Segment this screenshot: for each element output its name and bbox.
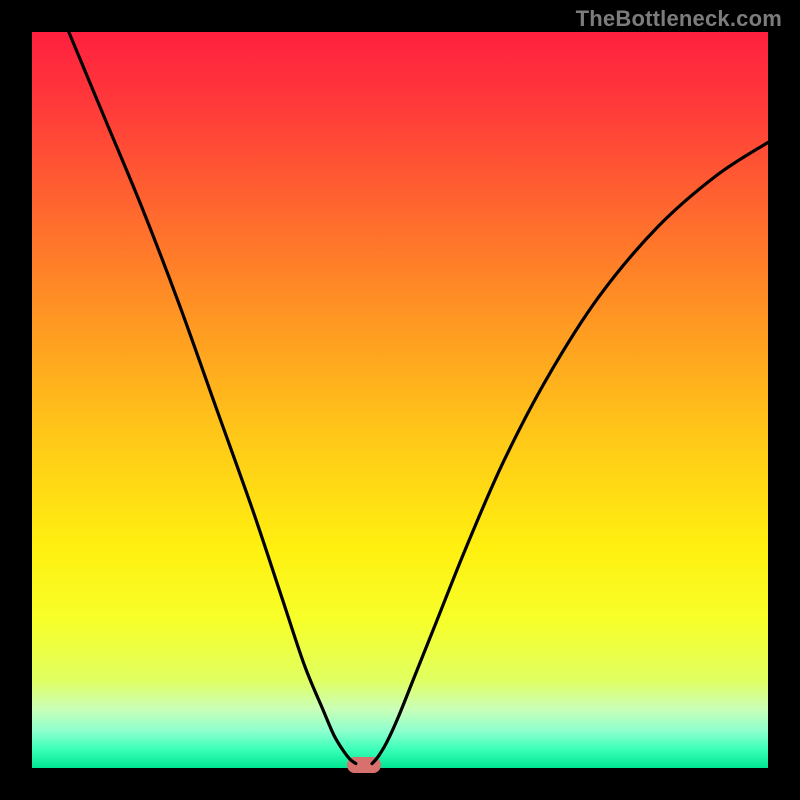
bottleneck-chart <box>0 0 800 800</box>
watermark-text: TheBottleneck.com <box>576 6 782 32</box>
plot-background <box>32 32 768 768</box>
chart-container: { "watermark": { "text": "TheBottleneck.… <box>0 0 800 800</box>
